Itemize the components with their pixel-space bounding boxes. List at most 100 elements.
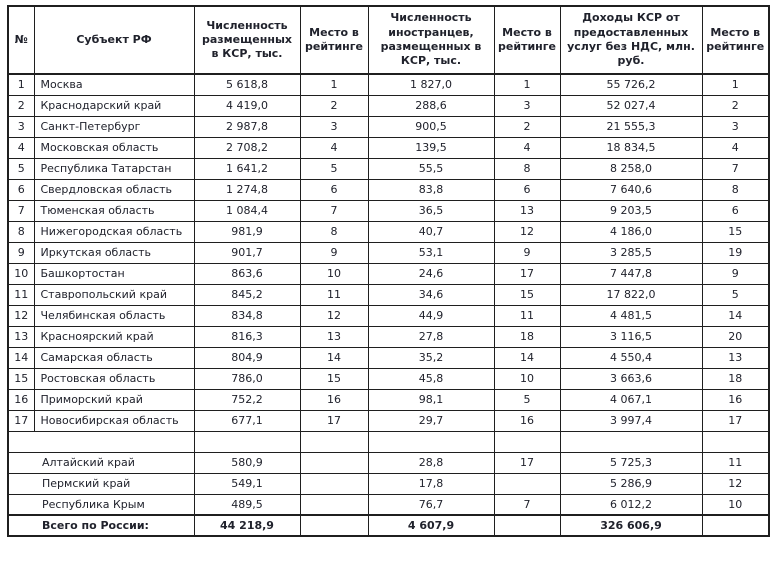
cell-placed: 1 084,4 (193, 199, 301, 222)
cell-rank-foreigners: 13 (493, 199, 561, 222)
total-row: Всего по России: 44 218,9 4 607,9 326 606,9 (7, 514, 770, 537)
cell-income: 17 822,0 (559, 283, 703, 306)
cell-rank-foreigners: 17 (493, 262, 561, 285)
cell-rank-foreigners: 16 (493, 409, 561, 432)
cell-placed: 44 218,9 (193, 514, 301, 537)
cell-rank-income: 6 (701, 199, 770, 222)
cell-rank-foreigners: 14 (493, 346, 561, 369)
cell-foreigners: 4 607,9 (367, 514, 495, 537)
cell-num: 6 (7, 178, 35, 201)
cell-income: 3 285,5 (559, 241, 703, 264)
cell-rank-foreigners: 10 (493, 367, 561, 390)
cell-rank-foreigners: 2 (493, 115, 561, 138)
cell-foreigners: 36,5 (367, 199, 495, 222)
cell-subject: Новосибирская область (33, 409, 195, 432)
table-row: 1 Москва 5 618,8 1 1 827,0 1 55 726,2 1 (7, 73, 770, 96)
cell-placed: 489,5 (193, 493, 301, 516)
cell-subject: Всего по России: (7, 514, 195, 537)
cell-rank-placed: 3 (299, 115, 369, 138)
cell-foreigners: 55,5 (367, 157, 495, 180)
cell-rank-foreigners: 15 (493, 283, 561, 306)
cell-rank-foreigners: 12 (493, 220, 561, 243)
cell-subject: Пермский край (7, 472, 195, 495)
cell-placed: 677,1 (193, 409, 301, 432)
cell-rank-income: 14 (701, 304, 770, 327)
cell-num: 2 (7, 94, 35, 117)
cell-placed (193, 430, 301, 453)
table-row: 5 Республика Татарстан 1 641,2 5 55,5 8 8 258,… (7, 157, 770, 180)
cell-num: 17 (7, 409, 35, 432)
cell-rank-income: 3 (701, 115, 770, 138)
cell-rank-income: 4 (701, 136, 770, 159)
table-row: 2 Краснодарский край 4 419,0 2 288,6 3 52 027,… (7, 94, 770, 117)
cell-rank-placed (299, 472, 369, 495)
cell-income: 4 186,0 (559, 220, 703, 243)
table-row: 16 Приморский край 752,2 16 98,1 5 4 067,1 16 (7, 388, 770, 411)
cell-income: 21 555,3 (559, 115, 703, 138)
cell-rank-income (701, 430, 770, 453)
cell-income: 4 481,5 (559, 304, 703, 327)
column-header-col-placed: Численность размещенных в КСР, тыс. (193, 5, 301, 75)
cell-placed: 981,9 (193, 220, 301, 243)
cell-placed: 2 708,2 (193, 136, 301, 159)
cell-rank-income (701, 514, 770, 537)
cell-subject: Тюменская область (33, 199, 195, 222)
cell-rank-income: 10 (701, 493, 770, 516)
cell-foreigners: 45,8 (367, 367, 495, 390)
page: № Субъект РФ Численность размещенных в КСР… (7, 5, 770, 537)
column-header-col-rank-foreigners: Место в рейтинге (493, 5, 561, 75)
cell-num: 1 (7, 73, 35, 96)
table-row: 3 Санкт-Петербург 2 987,8 3 900,5 2 21 555,3 3 (7, 115, 770, 138)
cell-income: 8 258,0 (559, 157, 703, 180)
cell-income: 6 012,2 (559, 493, 703, 516)
table-header: № Субъект РФ Численность размещенных в КСР… (7, 5, 770, 75)
cell-foreigners: 900,5 (367, 115, 495, 138)
cell-placed: 901,7 (193, 241, 301, 264)
cell-income: 5 725,3 (559, 451, 703, 474)
cell-num: 12 (7, 304, 35, 327)
cell-rank-income: 19 (701, 241, 770, 264)
cell-rank-placed: 17 (299, 409, 369, 432)
cell-income (559, 430, 703, 453)
column-header-col-subject: Субъект РФ (33, 5, 195, 75)
cell-rank-foreigners: 9 (493, 241, 561, 264)
cell-foreigners: 29,7 (367, 409, 495, 432)
cell-foreigners: 76,7 (367, 493, 495, 516)
cell-rank-placed: 12 (299, 304, 369, 327)
cell-rank-income: 18 (701, 367, 770, 390)
cell-rank-income: 2 (701, 94, 770, 117)
cell-income: 55 726,2 (559, 73, 703, 96)
cell-subject: Красноярский край (33, 325, 195, 348)
cell-foreigners: 44,9 (367, 304, 495, 327)
cell-rank-income: 5 (701, 283, 770, 306)
cell-subject: Челябинская область (33, 304, 195, 327)
column-header-col-rank-income: Место в рейтинге (701, 5, 770, 75)
table-row: 14 Самарская область 804,9 14 35,2 14 4 550,4 1… (7, 346, 770, 369)
table-body: 1 Москва 5 618,8 1 1 827,0 1 55 726,2 1 2 Краснод… (7, 73, 770, 537)
cell-income: 4 550,4 (559, 346, 703, 369)
cell-rank-foreigners: 7 (493, 493, 561, 516)
cell-rank-placed (299, 451, 369, 474)
cell-num: 10 (7, 262, 35, 285)
cell-income: 52 027,4 (559, 94, 703, 117)
cell-subject: Свердловская область (33, 178, 195, 201)
cell-placed: 863,6 (193, 262, 301, 285)
cell-foreigners: 17,8 (367, 472, 495, 495)
cell-foreigners (367, 430, 495, 453)
table-row: 13 Красноярский край 816,3 13 27,8 18 3 116,5 2… (7, 325, 770, 348)
cell-placed: 786,0 (193, 367, 301, 390)
cell-rank-foreigners (493, 514, 561, 537)
cell-rank-placed: 5 (299, 157, 369, 180)
cell-income: 18 834,5 (559, 136, 703, 159)
cell-num: 14 (7, 346, 35, 369)
cell-rank-placed: 4 (299, 136, 369, 159)
table-row: 12 Челябинская область 834,8 12 44,9 11 4 481,… (7, 304, 770, 327)
cell-placed: 549,1 (193, 472, 301, 495)
cell-placed: 816,3 (193, 325, 301, 348)
cell-subject: Ставропольский край (33, 283, 195, 306)
cell-placed: 804,9 (193, 346, 301, 369)
cell-rank-foreigners: 6 (493, 178, 561, 201)
cell-rank-placed (299, 514, 369, 537)
cell-subject: Нижегородская область (33, 220, 195, 243)
cell-income: 5 286,9 (559, 472, 703, 495)
